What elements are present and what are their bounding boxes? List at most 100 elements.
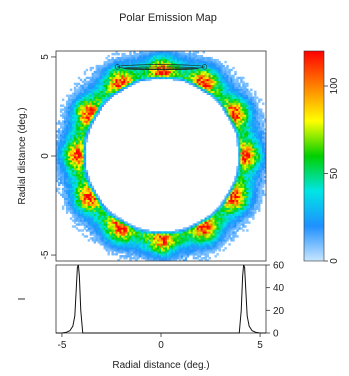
emission-cell bbox=[212, 223, 215, 226]
emission-cell bbox=[262, 102, 265, 105]
emission-cell bbox=[85, 183, 89, 187]
emission-cell bbox=[238, 167, 241, 171]
emission-cell bbox=[103, 233, 106, 236]
emission-cell bbox=[208, 86, 211, 90]
emission-cell bbox=[178, 237, 182, 240]
emission-cell bbox=[192, 243, 196, 246]
emission-cell bbox=[202, 241, 205, 244]
emission-cell bbox=[186, 74, 190, 78]
emission-cell bbox=[240, 100, 243, 103]
emission-cell bbox=[69, 150, 73, 153]
emission-cell bbox=[230, 237, 233, 240]
emission-cell bbox=[129, 257, 132, 260]
emission-cell bbox=[216, 233, 219, 236]
emission-cell bbox=[95, 92, 98, 95]
emission-cell bbox=[238, 94, 241, 97]
emission-cell bbox=[107, 76, 110, 80]
emission-cell bbox=[254, 177, 257, 181]
emission-cell bbox=[206, 231, 209, 234]
emission-cell bbox=[240, 152, 243, 155]
emission-cell bbox=[139, 243, 142, 246]
emission-cell bbox=[226, 96, 229, 99]
emission-cell bbox=[254, 154, 257, 157]
emission-cell bbox=[236, 181, 239, 185]
emission-cell bbox=[222, 70, 225, 74]
emission-cell bbox=[246, 152, 249, 155]
emission-cell bbox=[119, 239, 122, 242]
emission-cell bbox=[89, 120, 93, 123]
emission-cell bbox=[97, 96, 100, 99]
emission-cell bbox=[250, 211, 253, 214]
emission-cell bbox=[111, 225, 114, 228]
emission-cell bbox=[153, 72, 156, 76]
emission-cell bbox=[87, 102, 91, 105]
emission-cell bbox=[73, 146, 77, 149]
emission-cell bbox=[254, 165, 257, 169]
emission-cell bbox=[214, 98, 217, 101]
emission-cell bbox=[67, 122, 71, 125]
emission-cell bbox=[89, 217, 93, 220]
emission-cell bbox=[91, 239, 95, 242]
emission-cell bbox=[204, 231, 207, 234]
emission-cell bbox=[99, 239, 102, 242]
emission-cell bbox=[97, 233, 100, 236]
emission-cell bbox=[97, 80, 100, 84]
emission-cell bbox=[161, 251, 164, 254]
emission-cell bbox=[81, 138, 85, 141]
emission-cell bbox=[240, 161, 243, 165]
emission-cell bbox=[121, 88, 124, 92]
emission-cell bbox=[222, 94, 225, 97]
emission-cell bbox=[81, 94, 85, 97]
emission-cell bbox=[63, 140, 67, 143]
emission-cell bbox=[242, 169, 245, 173]
emission-cell bbox=[99, 102, 102, 105]
emission-cell bbox=[168, 64, 172, 68]
emission-cell bbox=[125, 82, 128, 86]
emission-cell bbox=[192, 56, 196, 60]
emission-cell bbox=[69, 122, 73, 125]
emission-cell bbox=[85, 108, 89, 111]
emission-cell bbox=[157, 66, 160, 70]
emission-cell bbox=[145, 255, 148, 258]
emission-cell bbox=[69, 169, 73, 173]
emission-cell bbox=[244, 126, 247, 129]
emission-cell bbox=[242, 122, 245, 125]
emission-cell bbox=[254, 211, 257, 214]
emission-cell bbox=[182, 233, 186, 236]
emission-cell bbox=[133, 255, 136, 258]
emission-cell bbox=[77, 132, 81, 135]
emission-cell bbox=[216, 215, 219, 218]
emission-cell bbox=[188, 239, 192, 242]
emission-cell bbox=[184, 72, 188, 76]
emission-cell bbox=[81, 193, 85, 197]
emission-cell bbox=[125, 78, 128, 82]
emission-cell bbox=[258, 148, 261, 151]
emission-cell bbox=[260, 116, 263, 119]
emission-cell bbox=[164, 72, 168, 76]
emission-cell bbox=[63, 187, 67, 191]
emission-cell bbox=[252, 201, 255, 204]
emission-cell bbox=[63, 203, 67, 206]
emission-cell bbox=[206, 70, 209, 74]
emission-cell bbox=[125, 231, 128, 234]
emission-cell bbox=[103, 82, 106, 86]
emission-cell bbox=[236, 169, 239, 173]
emission-cell bbox=[246, 108, 249, 111]
emission-cell bbox=[210, 215, 213, 218]
emission-cell bbox=[260, 130, 263, 133]
emission-cell bbox=[234, 185, 237, 189]
emission-cell bbox=[107, 82, 110, 86]
emission-cell bbox=[252, 207, 255, 210]
emission-cell bbox=[103, 100, 106, 103]
emission-cell bbox=[220, 233, 223, 236]
emission-cell bbox=[149, 74, 152, 78]
emission-cell bbox=[143, 251, 146, 254]
emission-cell bbox=[147, 243, 150, 246]
emission-cell bbox=[224, 112, 227, 115]
emission-cell bbox=[204, 70, 207, 74]
emission-cell bbox=[236, 82, 239, 86]
emission-cell bbox=[95, 84, 98, 88]
emission-cell bbox=[61, 132, 65, 135]
emission-cell bbox=[248, 142, 251, 145]
emission-cell bbox=[242, 167, 245, 171]
